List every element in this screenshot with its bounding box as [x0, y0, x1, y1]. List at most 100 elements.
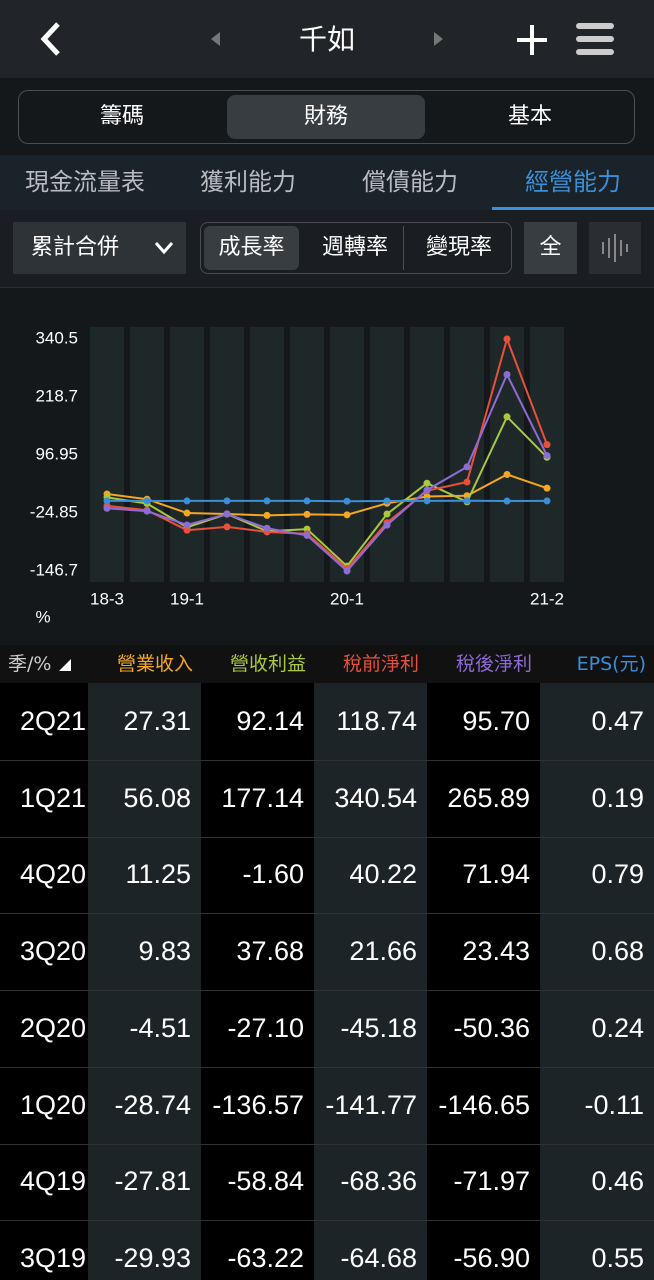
y-axis-label: % [35, 607, 50, 626]
series-line [106, 335, 548, 571]
cell: 9.83 [138, 936, 191, 967]
prev-arrow[interactable] [208, 30, 224, 48]
all-button[interactable]: 全 [524, 222, 577, 274]
table-row[interactable]: 3Q20 9.83 37.68 21.66 23.43 0.68 [0, 913, 654, 992]
data-point [343, 511, 351, 519]
series-line [106, 473, 548, 517]
sub-tab[interactable]: 償債能力 [362, 168, 458, 196]
table-row[interactable]: 2Q20 -4.51 -27.10 -45.18 -50.36 0.24 [0, 990, 654, 1068]
column-band [130, 327, 164, 582]
sub-tabs: 現金流量表 獲利能力 償債能力 經營能力 [0, 155, 654, 210]
data-point [463, 497, 471, 505]
menu-button[interactable] [576, 20, 614, 58]
cell: 95.70 [462, 706, 530, 736]
dropdown-label: 累計合併 [31, 235, 120, 260]
cell: 56.08 [123, 782, 191, 813]
data-point [463, 478, 471, 486]
table-row[interactable]: 4Q20 11.25 -1.60 40.22 71.94 0.79 [0, 836, 654, 915]
cell: -56.90 [453, 1242, 530, 1273]
row-label: 2Q20 [19, 1012, 86, 1043]
y-tick-label: 96.95 [35, 444, 78, 463]
cell: -4.51 [129, 1012, 191, 1043]
cell: -1.60 [242, 859, 304, 890]
mode-selected[interactable]: 成長率 [204, 226, 299, 270]
cell: 0.24 [591, 1012, 644, 1043]
data-point [503, 335, 511, 343]
column-header[interactable]: 營業收入 [88, 645, 201, 683]
column-band [410, 327, 444, 582]
cell: -146.65 [438, 1089, 530, 1120]
cell: -29.93 [114, 1242, 191, 1273]
column-band [250, 327, 284, 582]
data-point [423, 479, 431, 487]
sub-tab-selected[interactable]: 經營能力 [492, 155, 654, 210]
cell: 0.46 [591, 1166, 644, 1197]
y-tick-label: 340.5 [35, 328, 78, 347]
row-label: 4Q20 [19, 859, 86, 890]
dropdown[interactable]: 累計合併 [13, 222, 186, 274]
data-point [503, 470, 511, 478]
tab[interactable]: 基本 [507, 104, 552, 129]
tab-selected[interactable]: 財務 [227, 95, 425, 139]
table-row[interactable]: 1Q20 -28.74 -136.57 -141.77 -146.65 -0.11 [0, 1067, 654, 1145]
controls: 累計合併 成長率 週轉率 變現率 全 [0, 210, 654, 288]
dropdown-chevron [154, 242, 174, 255]
back-button[interactable] [36, 20, 66, 58]
column-header[interactable]: 稅前淨利 [314, 645, 427, 683]
data-point [383, 497, 391, 505]
column-header[interactable]: EPS(元) [540, 645, 654, 683]
column-band [170, 327, 204, 582]
corner-header[interactable]: 季/% [0, 645, 88, 683]
cell: -50.36 [453, 1012, 530, 1043]
sub-tab[interactable]: 現金流量表 [25, 168, 145, 196]
cell: -27.10 [227, 1012, 304, 1043]
column-band [88, 645, 201, 1280]
table-row[interactable]: 4Q19 -27.81 -58.84 -68.36 -71.97 0.46 [0, 1143, 654, 1222]
column-header[interactable]: 營收利益 [201, 645, 314, 683]
data-point [543, 452, 551, 460]
data-point [343, 567, 351, 575]
data-point [263, 524, 271, 532]
main-tabs: 籌碼 財務 基本 [18, 90, 635, 144]
cell: -68.36 [340, 1166, 417, 1197]
column-header[interactable]: 稅後淨利 [427, 645, 540, 683]
x-tick-label: 20-1 [330, 589, 364, 608]
data-point [263, 497, 271, 505]
next-arrow[interactable] [430, 30, 446, 48]
data-point [503, 497, 511, 505]
row-label: 3Q20 [19, 936, 86, 967]
mode[interactable]: 變現率 [425, 235, 492, 260]
column-band [540, 645, 654, 1280]
row-label: 1Q20 [19, 1089, 86, 1120]
cell: 27.31 [123, 706, 191, 736]
column-band [314, 645, 427, 1280]
row-label: 4Q19 [19, 1166, 86, 1197]
data-point [543, 484, 551, 492]
row-label: 3Q19 [19, 1242, 86, 1273]
data-point [543, 441, 551, 449]
data-point [263, 511, 271, 519]
column-band [370, 327, 404, 582]
data-point [463, 463, 471, 471]
mode[interactable]: 週轉率 [307, 226, 404, 270]
chart-toggle[interactable] [589, 222, 641, 274]
series-line [106, 372, 548, 573]
table-row[interactable]: 1Q21 56.08 177.14 340.54 265.89 0.19 [0, 760, 654, 838]
table-row[interactable]: 2Q21 27.31 92.14 118.74 95.70 0.47 [0, 683, 654, 761]
cell: 265.89 [447, 782, 530, 813]
add-button[interactable] [514, 22, 550, 58]
sub-tab[interactable]: 獲利能力 [200, 168, 296, 196]
cell: -58.84 [227, 1166, 304, 1197]
tab[interactable]: 籌碼 [99, 104, 144, 129]
header: 千如 [0, 0, 654, 78]
x-tick-label: 21-2 [530, 589, 564, 608]
data-point [383, 521, 391, 529]
data-point [303, 497, 311, 505]
data-point [343, 497, 351, 505]
cell: 21.66 [349, 936, 417, 967]
table-row[interactable]: 3Q19 -29.93 -63.22 -64.68 -56.90 0.55 [0, 1220, 654, 1280]
data-point [143, 497, 151, 505]
cell: -141.77 [325, 1089, 417, 1120]
data-point [103, 497, 111, 505]
row-label: 1Q21 [19, 782, 86, 813]
